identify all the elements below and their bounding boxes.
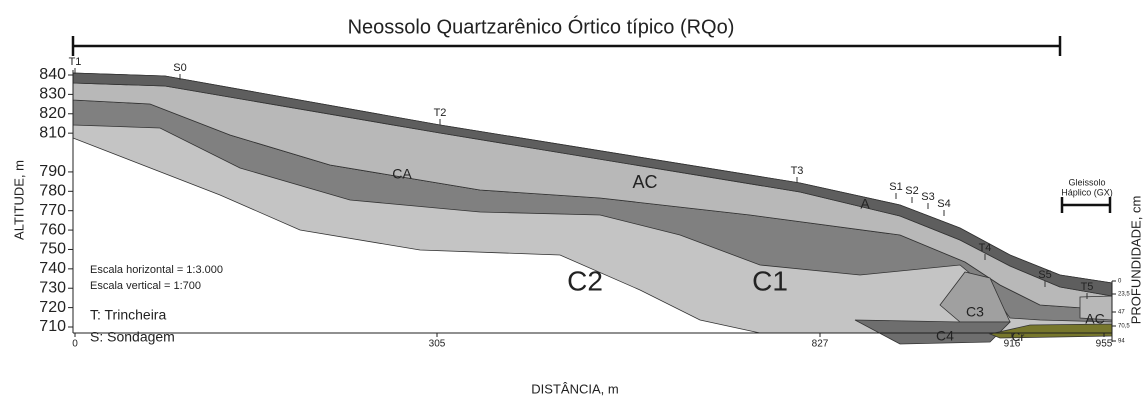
layer-label: A — [860, 196, 870, 212]
point-label: S1 — [889, 181, 902, 193]
layer-label: C4 — [936, 328, 954, 344]
layer-label: Cr — [1012, 330, 1025, 344]
layer-label: C1 — [752, 265, 788, 296]
legend-item: T: Trincheira — [90, 307, 166, 323]
point-label: S5 — [1038, 269, 1051, 281]
depth-tick-label: 0 — [1118, 279, 1122, 285]
depth-tick-label: 94 — [1118, 339, 1125, 345]
y-axis-label: ALTITUDE, m — [11, 160, 26, 240]
point-label: T3 — [791, 165, 804, 177]
x-tick-label: 305 — [429, 339, 446, 350]
note: Escala horizontal = 1:3.000 — [90, 264, 223, 276]
gx-label: Gleissolo — [1068, 177, 1105, 187]
layer-label: AC — [632, 172, 657, 192]
layer-c4 — [855, 320, 1010, 344]
point-label: S4 — [937, 198, 950, 210]
layer-label: AC — [1085, 311, 1104, 327]
x-tick-label: 955 — [1096, 339, 1113, 350]
x-axis-label: DISTÂNCIA, m — [531, 381, 618, 396]
title: Neossolo Quartzarênico Órtico típico (RQ… — [348, 15, 735, 38]
depth-tick-label: 47 — [1118, 310, 1125, 316]
layers — [73, 73, 1112, 344]
y-tick-label: 770 — [39, 202, 66, 219]
y-tick-label: 810 — [39, 124, 66, 141]
y-ticks: 840 830 820 810 790 780 770 760 750 740 730 720 710 — [39, 66, 73, 335]
layer-label: C3 — [966, 304, 984, 320]
y-tick-label: 760 — [39, 221, 66, 238]
y-tick-label: 790 — [39, 163, 66, 180]
soil-profile: Neossolo Quartzarênico Órtico típico (RQ… — [0, 0, 1147, 401]
y-tick-label: 840 — [39, 66, 66, 83]
gx-label: Háplico (GX) — [1061, 187, 1113, 197]
point-label: S2 — [905, 185, 918, 197]
layer-label: C2 — [567, 265, 603, 296]
depth-axis-label: PROFUNDIDADE, cm — [1128, 196, 1143, 325]
layer-label: CA — [392, 166, 412, 182]
y-tick-label: 720 — [39, 299, 66, 316]
x-tick-label: 0 — [72, 339, 78, 350]
y-tick-label: 830 — [39, 86, 66, 103]
y-tick-label: 750 — [39, 241, 66, 258]
note: Escala vertical = 1:700 — [90, 280, 201, 292]
y-tick-label: 780 — [39, 183, 66, 200]
y-tick-label: 820 — [39, 105, 66, 122]
legend-item: S: Sondagem — [90, 329, 175, 345]
x-tick-label: 827 — [812, 339, 829, 350]
point-label: S3 — [921, 191, 934, 203]
point-label: S0 — [173, 62, 186, 74]
y-tick-label: 710 — [39, 318, 66, 335]
point-label: T2 — [434, 107, 447, 119]
point-label: T4 — [979, 242, 992, 254]
point-label: T5 — [1081, 281, 1094, 293]
y-tick-label: 740 — [39, 260, 66, 277]
y-tick-label: 730 — [39, 279, 66, 296]
point-label: T1 — [69, 56, 82, 68]
